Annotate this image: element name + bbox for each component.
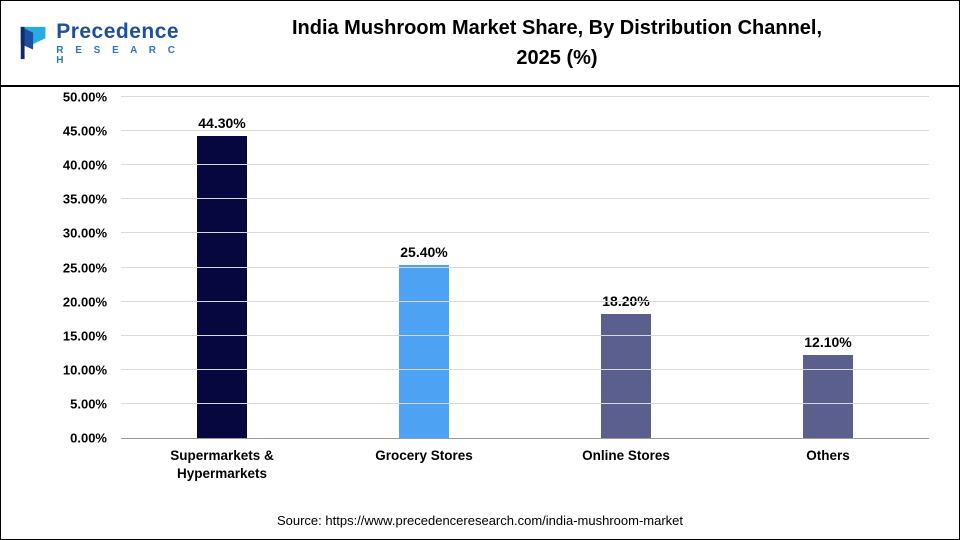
gridline: [121, 164, 929, 166]
bar-supermarkets-hypermarkets: [197, 135, 247, 438]
bar-online-stores: [601, 313, 651, 438]
bar-data-label: 12.10%: [804, 334, 852, 351]
bar-data-label: 44.30%: [198, 114, 246, 131]
x-axis-label-others: Others: [806, 448, 850, 463]
gridline: [121, 334, 929, 336]
bar-column-online-stores: 18.20%: [525, 97, 727, 438]
y-tick-label: 45.00%: [62, 123, 107, 139]
y-tick-label: 35.00%: [62, 191, 107, 207]
gridline: [121, 198, 929, 200]
y-tick-label: 20.00%: [62, 294, 107, 310]
y-tick-label: 15.00%: [62, 328, 107, 344]
gridline: [121, 368, 929, 370]
chart-title: India Mushroom Market Share, By Distribu…: [191, 13, 959, 73]
y-tick-label: 40.00%: [62, 157, 107, 173]
source-caption: Source: https://www.precedenceresearch.c…: [276, 513, 684, 528]
logo: Precedence R E S E A R C H: [1, 21, 191, 66]
y-axis: 0.00% 5.00% 10.00% 15.00% 20.00% 25.00% 30.00%…: [1, 90, 107, 446]
y-tick-label: 5.00%: [70, 396, 107, 412]
x-axis-label-supermarkets-hypermarkets: Supermarkets & Hypermarkets: [170, 448, 274, 482]
brand-subtitle: R E S E A R C H: [56, 44, 180, 66]
y-tick-label: 0.00%: [70, 430, 107, 446]
chart-title-line1: India Mushroom Market Share, By Distribu…: [291, 17, 823, 39]
gridline: [121, 266, 929, 268]
bar-column-grocery-stores: 25.40%: [323, 97, 525, 438]
y-tick-label: 30.00%: [62, 225, 107, 241]
header: Precedence R E S E A R C H India Mushroo…: [1, 1, 959, 87]
plot-area: 44.30% 25.40% 18.20% 12.10%: [121, 96, 929, 439]
gridline: [121, 300, 929, 302]
gridline: [121, 130, 929, 132]
chart-title-line2: 2025 (%): [516, 47, 598, 69]
bar-column-others: 12.10%: [727, 97, 929, 438]
bar-data-label: 25.40%: [400, 243, 448, 260]
gridline: [121, 96, 929, 97]
bars-row: 44.30% 25.40% 18.20% 12.10%: [121, 97, 929, 438]
y-tick-label: 10.00%: [62, 362, 107, 378]
gridline: [121, 232, 929, 234]
bar-grocery-stores: [399, 264, 449, 438]
bar-column-supermarkets-hypermarkets: 44.30%: [121, 97, 323, 438]
logo-text: Precedence R E S E A R C H: [56, 21, 191, 66]
precedence-research-logo-icon: [20, 26, 46, 60]
gridline: [121, 402, 929, 404]
y-tick-label: 25.00%: [62, 260, 107, 275]
x-axis-label-online-stores: Online Stores: [582, 448, 670, 463]
x-axis-label-grocery-stores: Grocery Stores: [375, 448, 473, 463]
brand-name: Precedence: [56, 19, 180, 43]
x-axis-labels: Supermarkets & Hypermarkets Grocery Store…: [121, 447, 929, 483]
y-tick-label: 50.00%: [62, 89, 107, 105]
